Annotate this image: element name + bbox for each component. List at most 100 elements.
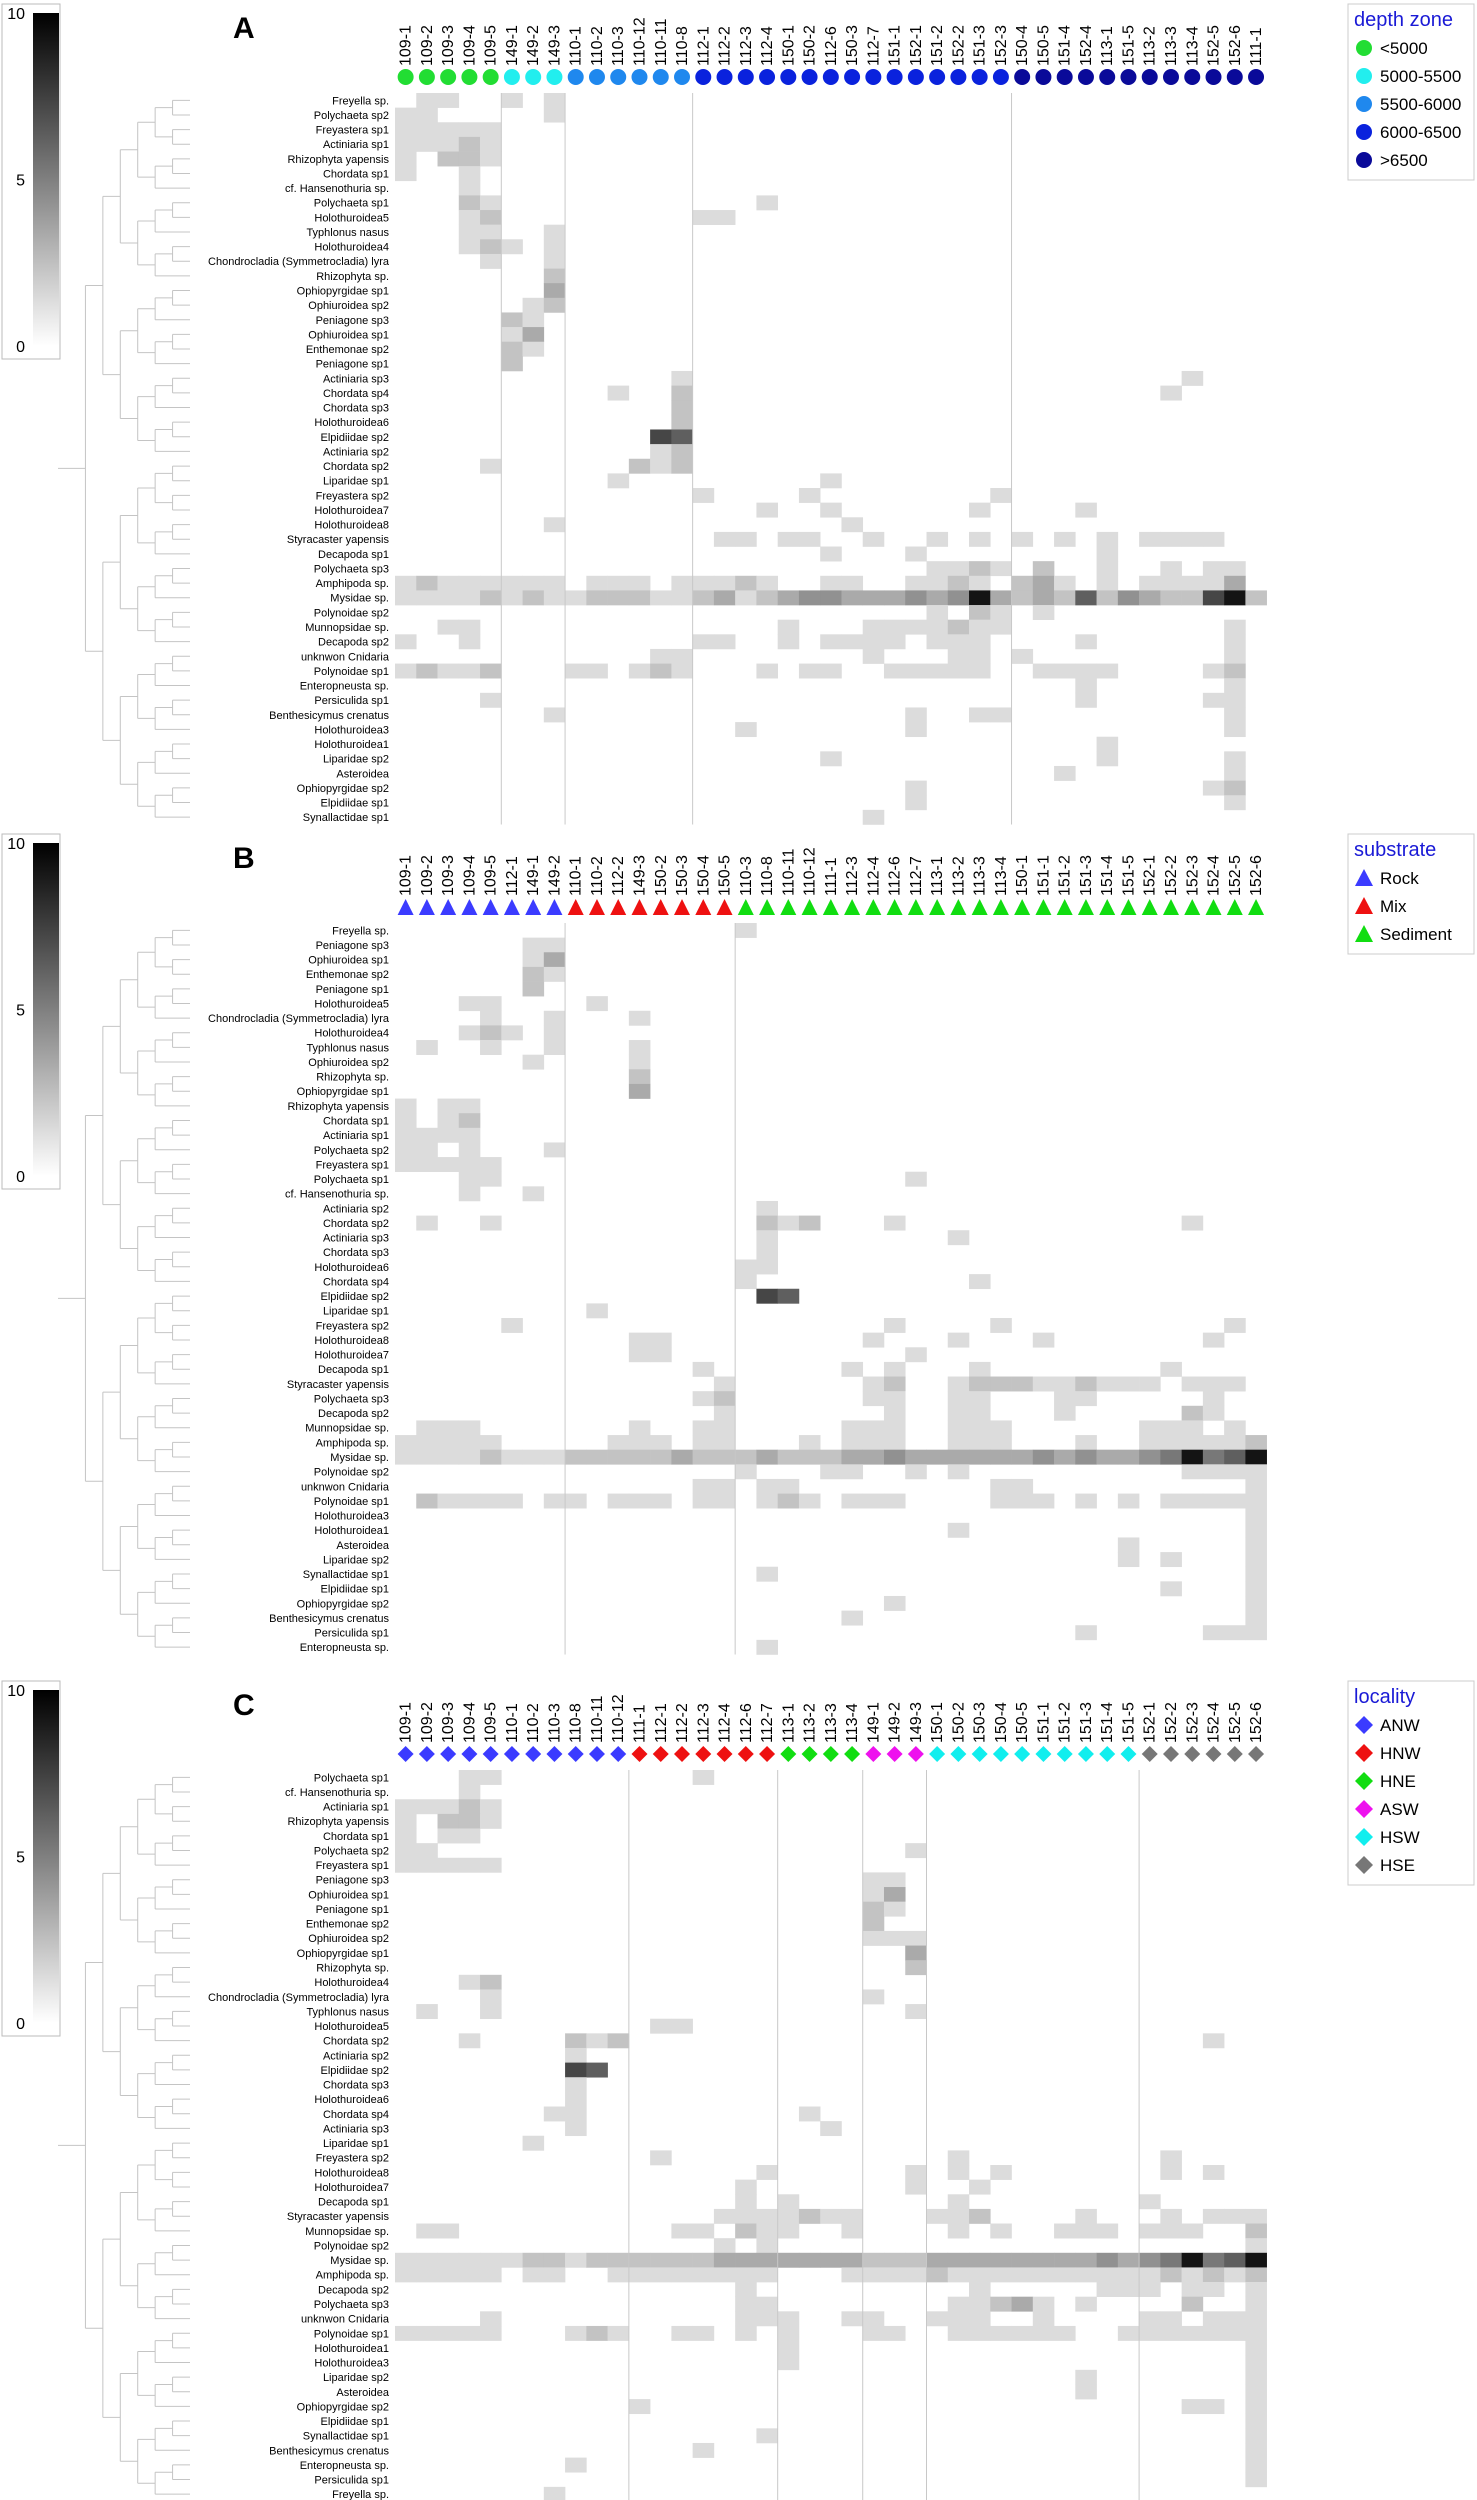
heatmap-cell	[1160, 2223, 1182, 2239]
site-marker	[503, 899, 520, 915]
taxon-label: Polynoidae sp2	[314, 1467, 389, 1479]
heatmap-cell	[437, 136, 460, 152]
heatmap-cell	[756, 2208, 778, 2224]
heatmap-cell	[735, 2311, 757, 2327]
heatmap-cell	[1202, 1493, 1225, 1509]
heatmap-cell	[1160, 2325, 1182, 2341]
heatmap-cell	[395, 1799, 417, 1815]
heatmap-cell	[1181, 1215, 1204, 1231]
heatmap-cell	[1117, 2325, 1140, 2341]
site-marker	[971, 899, 988, 915]
heatmap-cell	[628, 2399, 651, 2415]
heatmap-cell	[1096, 1376, 1119, 1392]
heatmap-cell	[969, 648, 991, 664]
heatmap-cell	[713, 1493, 736, 1509]
heatmap-cell	[395, 663, 417, 679]
heatmap-cell	[565, 2077, 587, 2093]
heatmap-cell	[480, 590, 502, 606]
heatmap-cell	[1224, 1420, 1246, 1436]
heatmap-cell	[480, 2267, 502, 2283]
heatmap-cell	[883, 1901, 906, 1917]
heatmap-cell	[735, 923, 757, 938]
heatmap-cell	[671, 444, 693, 460]
site-label: 151-5	[1120, 855, 1137, 896]
taxon-label: Ophiuroidea sp1	[308, 1889, 389, 1901]
heatmap-cell	[671, 429, 693, 445]
site-marker	[546, 69, 563, 85]
taxon-label: Liparidae sp1	[323, 1306, 389, 1318]
taxon-label: Synallactidae sp1	[303, 2431, 389, 2443]
site-marker	[567, 899, 584, 915]
heatmap-cell	[395, 2267, 417, 2283]
heatmap-cell	[671, 458, 693, 474]
heatmap-cell	[1011, 575, 1034, 591]
taxon-label: Polynoidae sp2	[314, 607, 389, 619]
site-marker	[759, 899, 776, 915]
heatmap-cell	[841, 517, 864, 533]
heatmap-cell	[458, 634, 481, 650]
site-marker	[1056, 1746, 1073, 1762]
site-label: 149-2	[546, 855, 563, 896]
heatmap-cell	[1202, 2208, 1225, 2224]
heatmap-cell	[1117, 1552, 1140, 1568]
heatmap-cell	[458, 590, 481, 606]
heatmap-cell	[969, 2208, 991, 2224]
legend: locality ANW HNW HNE ASW HSW HSE	[1347, 1680, 1475, 1886]
heatmap-cell	[437, 575, 460, 591]
heatmap-cell	[1224, 1493, 1246, 1509]
site-marker	[1162, 899, 1179, 915]
legend-marker	[1355, 1716, 1373, 1734]
heatmap-cell	[650, 2150, 672, 2166]
heatmap-cell	[395, 2325, 417, 2341]
site-marker	[461, 1746, 478, 1762]
colorbar: 0 5 10	[1, 1680, 61, 2037]
heatmap-cell	[692, 2442, 715, 2458]
heatmap-cell	[1181, 1493, 1204, 1509]
heatmap-cell	[990, 1493, 1012, 1509]
legend-marker	[1355, 925, 1373, 942]
taxon-label: Peniagone sp1	[316, 984, 389, 996]
legend-marker	[1356, 68, 1372, 84]
heatmap-cell	[395, 1157, 417, 1173]
heatmap-cell	[543, 2106, 566, 2122]
heatmap-cell	[756, 1478, 778, 1494]
heatmap-cell	[458, 1420, 481, 1436]
site-marker	[1077, 69, 1094, 85]
legend-label: Sediment	[1380, 925, 1452, 944]
heatmap-cell	[458, 1157, 481, 1173]
taxon-label: Elpidiidae sp2	[321, 1291, 390, 1303]
heatmap-cell	[543, 575, 566, 591]
heatmap-cell	[1245, 1522, 1267, 1538]
heatmap-cell	[628, 1010, 651, 1026]
site-marker	[440, 1746, 457, 1762]
taxon-label: Amphipoda sp.	[316, 2270, 389, 2282]
heatmap-cell	[437, 663, 460, 679]
heatmap-cell	[1224, 765, 1246, 781]
legend-label: 5000-5500	[1380, 67, 1461, 86]
taxon-label: Ophiuroidea sp2	[308, 300, 389, 312]
heatmap-cell	[798, 1449, 821, 1465]
heatmap-cell	[1245, 1581, 1267, 1597]
heatmap-cell	[735, 2208, 757, 2224]
heatmap-cell	[458, 2252, 481, 2268]
site-label: 110-11	[653, 18, 670, 66]
site-label: 150-3	[674, 855, 691, 896]
heatmap-cell	[395, 107, 417, 123]
site-marker	[1141, 899, 1158, 915]
heatmap-cell	[650, 590, 672, 606]
legend-label: HSE	[1380, 1856, 1415, 1875]
taxon-label: Amphipoda sp.	[316, 578, 389, 590]
site-marker	[716, 1746, 733, 1762]
heatmap-cell	[1224, 707, 1246, 723]
heatmap-cell	[1224, 590, 1246, 606]
heatmap-cell	[671, 2267, 693, 2283]
heatmap-cell	[692, 2267, 715, 2283]
panel-letter: B	[233, 842, 255, 875]
site-marker	[1141, 1746, 1158, 1762]
taxon-label: Rhizophyta sp.	[316, 1072, 389, 1084]
site-marker	[440, 69, 457, 85]
site-label: 152-2	[1163, 1702, 1180, 1743]
heatmap-cell	[395, 1449, 417, 1465]
heatmap-cell	[841, 2208, 864, 2224]
taxon-label: Chordata sp2	[323, 2036, 389, 2048]
